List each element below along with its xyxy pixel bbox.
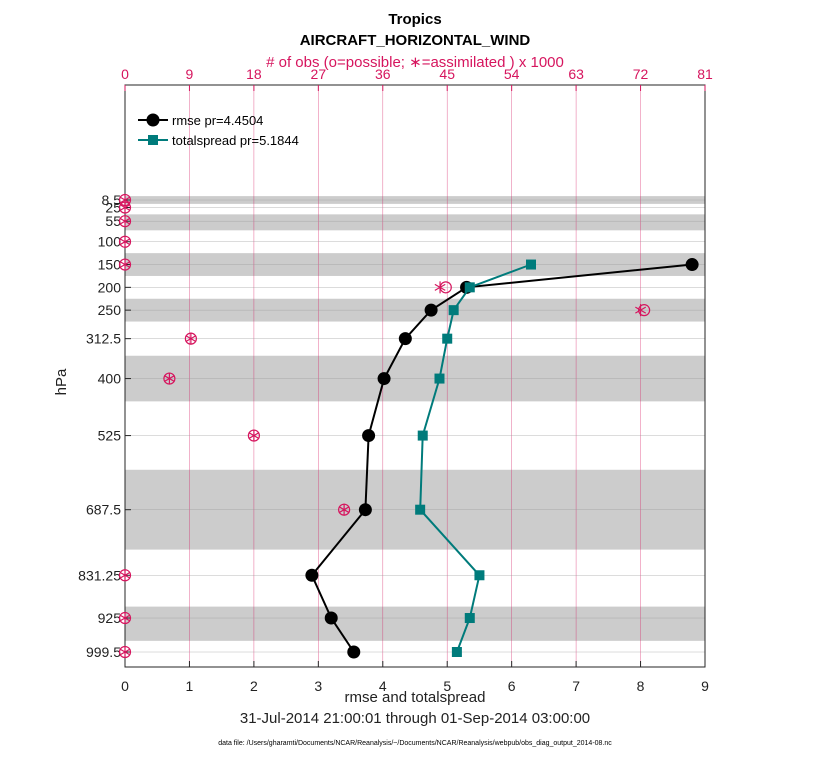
totalspread-point	[526, 259, 536, 270]
y-tick-label: 250	[98, 302, 122, 318]
pressure-band	[125, 214, 705, 231]
axes-box	[124, 84, 706, 668]
obs-assimilated-marker	[119, 235, 131, 248]
rmse-point	[347, 645, 361, 659]
chart-title: Tropics	[388, 11, 441, 28]
x-tick-label: 9	[701, 678, 709, 694]
top-tick-label: 18	[246, 66, 262, 82]
x-tick-label: 3	[314, 678, 322, 694]
obs-assimilated-marker	[119, 258, 131, 271]
chart-subtitle: AIRCRAFT_HORIZONTAL_WIND	[300, 32, 531, 49]
totalspread-point	[442, 333, 453, 344]
legend-marker	[148, 135, 158, 145]
totalspread-point	[451, 647, 462, 657]
x-tick-label: 8	[637, 678, 645, 694]
y-tick-label: 925	[98, 610, 122, 626]
x-tick-label: 6	[508, 678, 516, 694]
legend-entry: rmse pr=4.4504	[172, 113, 263, 128]
rmse-point	[377, 372, 391, 386]
rmse-point	[685, 258, 699, 272]
top-tick-label: 9	[186, 66, 194, 82]
x-tick-label: 5	[443, 678, 451, 694]
obs-assimilated-marker	[248, 429, 260, 442]
x-tick-label: 2	[250, 678, 258, 694]
y-axis-label: hPa	[53, 368, 70, 395]
y-tick-label: 999.5	[86, 644, 121, 660]
totalspread-point	[415, 504, 426, 515]
top-axis-label: # of obs (o=possible; ∗=assimilated ) x …	[266, 54, 564, 71]
date-range: 31-Jul-2014 21:00:01 through 01-Sep-2014…	[240, 710, 590, 727]
data-file-footnote: data file: /Users/gharamti/Documents/NCA…	[218, 740, 612, 747]
totalspread-point	[464, 613, 475, 624]
y-tick-label: 100	[98, 234, 122, 250]
top-tick-label: 0	[121, 66, 129, 82]
x-axis-label: rmse and totalspread	[345, 689, 486, 706]
pressure-band	[125, 606, 705, 641]
obs-assimilated-marker	[185, 332, 197, 345]
totalspread-point	[417, 430, 428, 441]
rmse-point	[362, 429, 376, 443]
rmse-point	[305, 568, 319, 582]
top-tick-label: 54	[504, 66, 520, 82]
top-tick-label: 72	[633, 66, 649, 82]
obs-assimilated-marker	[119, 201, 131, 214]
obs-assimilated-marker	[434, 281, 446, 294]
x-tick-label: 0	[121, 678, 129, 694]
rmse-point	[424, 303, 438, 317]
totalspread-line	[419, 263, 532, 653]
y-tick-label: 525	[98, 428, 122, 444]
y-tick-label: 831.25	[78, 567, 121, 583]
obs-assimilated-marker	[635, 304, 647, 317]
totalspread-point	[434, 373, 445, 384]
y-tick-label: 687.5	[86, 502, 121, 518]
rmse-point	[324, 611, 338, 625]
top-tick-label: 45	[439, 66, 455, 82]
y-tick-label: 25	[105, 200, 121, 216]
top-tick-label: 27	[311, 66, 327, 82]
obs-assimilated-marker	[119, 569, 131, 582]
obs-assimilated-marker	[119, 215, 131, 228]
legend-entry: totalspread pr=5.1844	[172, 133, 299, 148]
totalspread-point	[448, 305, 459, 316]
y-tick-label: 55	[105, 213, 121, 229]
x-tick-label: 4	[379, 678, 387, 694]
totalspread-point	[464, 282, 475, 293]
obs-assimilated-marker	[338, 503, 350, 516]
y-tick-label: 150	[98, 257, 122, 273]
x-tick-label: 1	[186, 678, 194, 694]
x-tick-label: 7	[572, 678, 580, 694]
obs-possible-marker	[638, 304, 651, 317]
plot-area: 0 1 2 3 4 5 6 7 8 90 9 18 27 36 45 54 63 72 818.5255510015…	[78, 66, 713, 694]
obs-assimilated-marker	[163, 372, 175, 385]
rmse-line	[310, 263, 693, 653]
legend-marker	[146, 113, 160, 127]
y-tick-label: 400	[98, 371, 122, 387]
rmse-point	[398, 332, 412, 346]
top-tick-label: 81	[697, 66, 713, 82]
top-tick-label: 36	[375, 66, 391, 82]
y-tick-label: 8.5	[102, 192, 122, 208]
top-tick-label: 63	[568, 66, 584, 82]
rmse-point	[358, 503, 372, 517]
y-tick-label: 312.5	[86, 331, 121, 347]
obs-assimilated-marker	[119, 612, 131, 625]
y-tick-label: 200	[98, 279, 122, 295]
obs-assimilated-marker	[119, 646, 131, 658]
totalspread-point	[474, 570, 485, 581]
